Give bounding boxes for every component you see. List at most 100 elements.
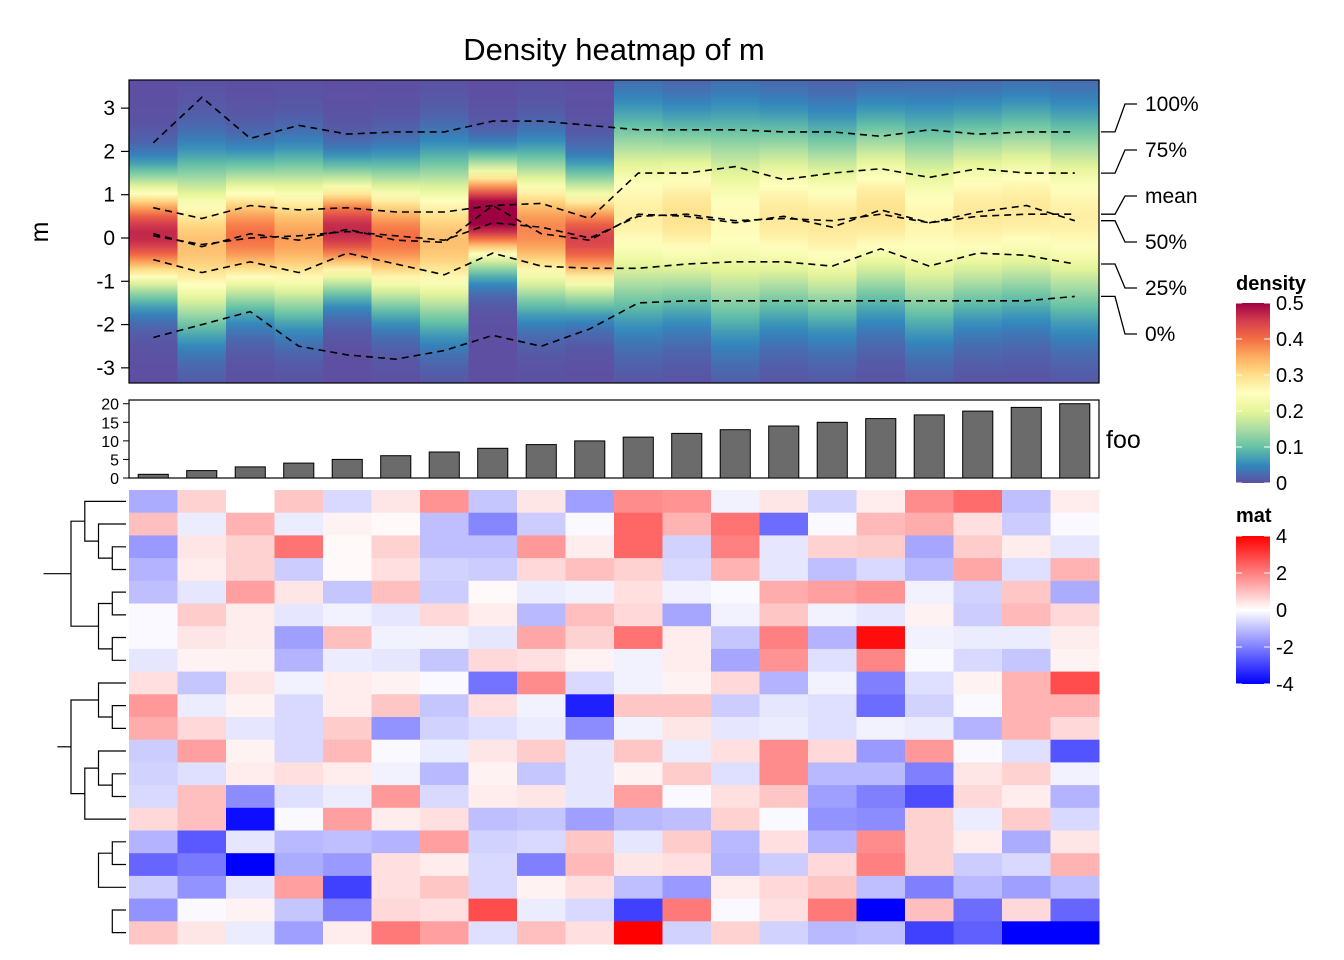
heatmap-cell — [711, 921, 760, 945]
heatmap-cell — [856, 875, 906, 900]
heatmap-cell — [468, 785, 518, 809]
heatmap-cell — [468, 807, 518, 831]
heatmap-cell — [759, 898, 809, 922]
bar — [380, 455, 412, 479]
heatmap-cell — [614, 648, 663, 673]
heatmap-cell — [759, 512, 809, 536]
heatmap-cell — [517, 875, 566, 900]
bar-tick-label: 15 — [101, 415, 119, 432]
heatmap-cell — [905, 807, 954, 831]
heatmap-cell — [1002, 898, 1051, 922]
heatmap-cell — [323, 694, 372, 718]
y-tick-label: 2 — [103, 140, 115, 163]
heatmap-cell — [226, 490, 275, 514]
heatmap-cell — [226, 648, 275, 673]
heatmap-cell — [662, 512, 712, 536]
heatmap-cell — [953, 807, 1003, 831]
heatmap-cell — [614, 671, 663, 695]
heatmap-cell — [226, 626, 275, 650]
heatmap-cell — [517, 603, 566, 627]
bar-tick-label: 10 — [101, 434, 119, 451]
heatmap-cell — [323, 875, 372, 900]
dendrogram-branch — [111, 546, 126, 571]
heatmap-cell — [711, 671, 760, 695]
heatmap-cell — [371, 558, 421, 582]
heatmap-cell — [565, 785, 615, 809]
heatmap-cell — [129, 807, 178, 831]
heatmap-cell — [1002, 648, 1051, 673]
heatmap-cell — [856, 603, 906, 627]
heatmap-cell — [711, 558, 760, 582]
heatmap-cell — [420, 558, 469, 582]
heatmap-cell — [323, 807, 372, 831]
heatmap-cell — [905, 626, 954, 650]
heatmap-cell — [274, 535, 324, 559]
heatmap-cell — [129, 830, 178, 854]
heatmap-cell — [1002, 512, 1051, 536]
heatmap-cell — [129, 785, 178, 809]
heatmap-cell — [759, 603, 809, 627]
bar — [283, 462, 315, 479]
heatmap-cell — [565, 875, 615, 900]
heatmap-cell — [614, 558, 663, 582]
heatmap-cell — [759, 739, 809, 763]
mat-legend-tick-label: 0 — [1276, 600, 1287, 622]
heatmap-cell — [565, 921, 615, 945]
heatmap-cell — [808, 898, 857, 922]
heatmap-cell — [323, 785, 372, 809]
density-legend-tick-label: 0.5 — [1276, 293, 1304, 315]
heatmap-cell — [517, 512, 566, 536]
dendrogram-branch — [111, 909, 126, 934]
heatmap-cell — [1050, 898, 1100, 922]
heatmap-cell — [177, 490, 227, 514]
heatmap-cell — [226, 785, 275, 809]
heatmap-cell — [226, 603, 275, 627]
heatmap-cell — [129, 921, 178, 945]
heatmap-cell — [323, 490, 372, 514]
heatmap-cell — [711, 626, 760, 650]
bar — [768, 425, 800, 479]
heatmap-cell — [420, 739, 469, 763]
heatmap-cell — [711, 490, 760, 514]
heatmap-cell — [129, 580, 178, 604]
heatmap-cell — [808, 558, 857, 582]
heatmap-cell — [614, 694, 663, 718]
quantile-line — [153, 165, 1075, 220]
heatmap-cell — [371, 626, 421, 650]
density-column — [274, 80, 324, 383]
heatmap-cell — [711, 694, 760, 718]
heatmap-cell — [953, 762, 1003, 786]
heatmap-cell — [662, 580, 712, 604]
heatmap-cell — [371, 739, 421, 763]
heatmap-cell — [565, 535, 615, 559]
bar — [428, 451, 460, 479]
mat-legend-tick-label: -2 — [1276, 637, 1294, 659]
heatmap-cell — [953, 875, 1003, 900]
heatmap-cell — [662, 898, 712, 922]
dendrogram-branch — [111, 636, 126, 661]
heatmap-cell — [517, 535, 566, 559]
heatmap-cell — [953, 648, 1003, 673]
heatmap-cell — [177, 535, 227, 559]
heatmap-cell — [517, 785, 566, 809]
heatmap-cell — [759, 580, 809, 604]
heatmap-cell — [565, 603, 615, 627]
heatmap-cell — [468, 875, 518, 900]
heatmap-cell — [371, 717, 421, 741]
heatmap-cell — [759, 762, 809, 786]
heatmap-cell — [226, 694, 275, 718]
bar — [186, 470, 218, 479]
density-column — [371, 80, 421, 383]
heatmap-cell — [177, 671, 227, 695]
heatmap-cell — [226, 512, 275, 536]
heatmap-cell — [226, 807, 275, 831]
heatmap-cell — [1002, 626, 1051, 650]
heatmap-cell — [565, 648, 615, 673]
quantile-labels: 100% 75% mean 50% 25% 0% — [1101, 93, 1199, 346]
heatmap-cell — [662, 717, 712, 741]
bar — [671, 432, 703, 479]
bar — [865, 418, 897, 479]
heatmap-cell — [274, 603, 324, 627]
heatmap-cell — [323, 853, 372, 877]
heatmap-cell — [129, 626, 178, 650]
